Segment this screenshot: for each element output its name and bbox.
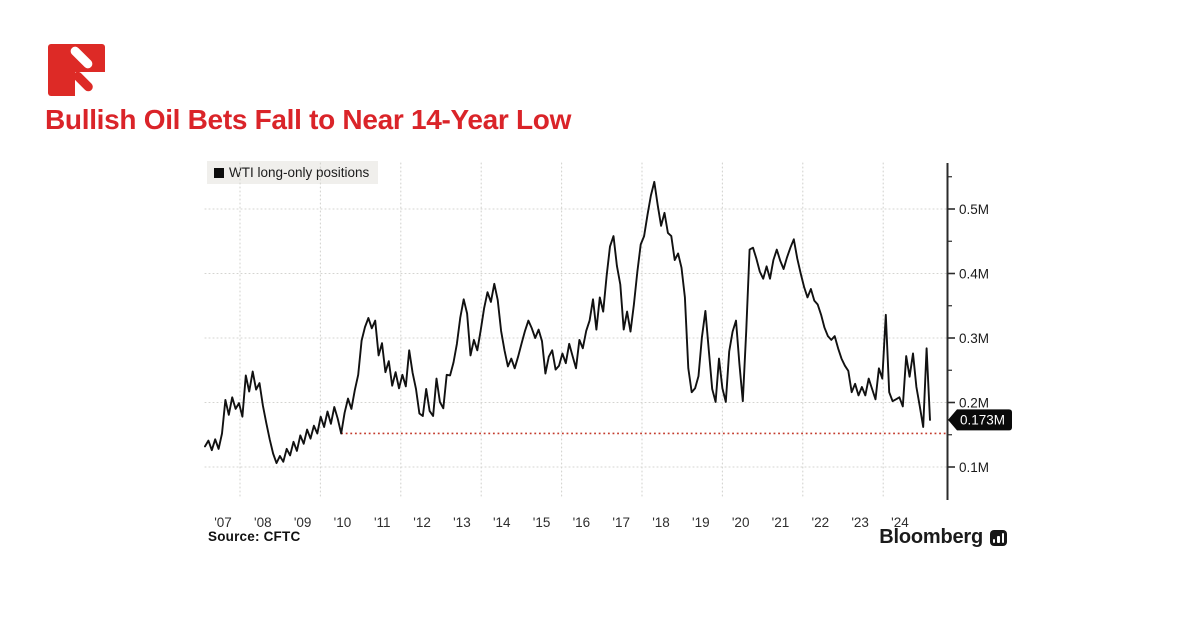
x-axis-tick-label: '09 (294, 515, 312, 530)
legend: WTI long-only positions (207, 161, 379, 184)
publisher-logo (48, 44, 105, 96)
x-axis-tick-label: '18 (652, 515, 670, 530)
source-credit: Source: CFTC (208, 529, 301, 544)
x-axis-tick-label: '11 (374, 515, 391, 530)
y-axis-tick-label: 0.2M (959, 395, 989, 410)
x-axis-tick-label: '22 (812, 515, 830, 530)
y-axis-tick-label: 0.1M (959, 460, 989, 475)
last-value-tag (948, 409, 1012, 431)
x-axis-tick-label: '10 (334, 515, 352, 530)
series-line (204, 180, 931, 465)
y-axis-tick-label: 0.4M (959, 266, 989, 281)
bloomberg-wordmark: Bloomberg (879, 526, 983, 548)
x-axis-tick-label: '13 (453, 515, 471, 530)
x-axis-tick-label: '07 (214, 515, 232, 530)
legend-square-marker-icon (214, 167, 224, 178)
legend-label: WTI long-only positions (229, 165, 370, 180)
x-axis-tick-label: '24 (891, 515, 909, 530)
x-axis-tick-label: '08 (254, 515, 272, 530)
x-axis-tick-label: '20 (732, 515, 750, 530)
y-axis-tick-label: 0.5M (959, 202, 989, 217)
x-axis-tick-label: '17 (612, 515, 630, 530)
last-value-tag-label: 0.173M (960, 413, 1005, 428)
bloomberg-credit: Bloomberg (879, 526, 1007, 549)
x-axis-tick-label: '23 (851, 515, 869, 530)
y-axis-tick-label: 0.3M (959, 331, 989, 346)
headline: Bullish Oil Bets Fall to Near 14-Year Lo… (45, 104, 572, 135)
x-axis-tick-label: '14 (493, 515, 511, 530)
x-axis-tick-label: '19 (692, 515, 710, 530)
x-axis-tick-label: '15 (533, 515, 551, 530)
x-axis-tick-label: '16 (573, 515, 591, 530)
x-axis-tick-label: '21 (772, 515, 790, 530)
x-axis-tick-label: '12 (413, 515, 431, 530)
bloomberg-terminal-icon (990, 529, 1007, 546)
